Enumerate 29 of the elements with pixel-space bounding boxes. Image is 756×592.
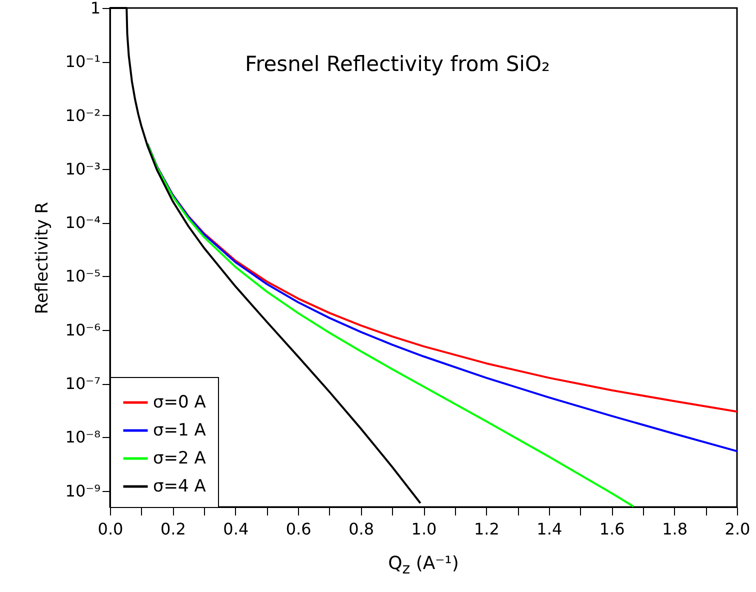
- legend-label: σ=2 A: [153, 448, 206, 468]
- legend-label: σ=1 A: [153, 420, 206, 440]
- x-tick-label: 1.4: [536, 520, 562, 538]
- y-tick-label: 1: [90, 0, 100, 18]
- x-tick-label: 0.4: [223, 520, 249, 538]
- x-tick-label: 1.8: [662, 520, 688, 538]
- x-tick-label: 0.0: [98, 520, 124, 538]
- x-tick-label: 0.2: [160, 520, 186, 538]
- x-tick-label: 2.0: [724, 520, 750, 538]
- x-axis-title: Q$_{z}$ (A⁻¹): [387, 553, 460, 578]
- y-tick-label: 10⁻⁸: [65, 428, 100, 447]
- text: Fresnel Reflectivity from SiO₂: [244, 52, 551, 76]
- x-tick-label: 1.2: [474, 520, 500, 538]
- y-tick-label: 10⁻¹: [65, 52, 100, 72]
- y-tick-label: 10⁻⁵: [65, 266, 100, 286]
- x-tick-label: 0.8: [348, 520, 374, 538]
- x-tick-label: 1.6: [599, 520, 625, 538]
- x-tick-label: 0.6: [286, 520, 312, 538]
- y-axis-title: Reflectivity R: [32, 202, 52, 314]
- y-tick-label: 10⁻⁶: [65, 320, 100, 340]
- legend-label: σ=0 A: [153, 392, 206, 412]
- y-tick-label: 10⁻⁹: [65, 481, 100, 500]
- y-tick-label: 10⁻³: [65, 159, 100, 178]
- line-series: [146, 143, 635, 508]
- y-tick-label: 10⁻²: [65, 106, 100, 125]
- y-tick-label: 10⁻⁴: [65, 213, 100, 232]
- legend-label: σ=4 A: [153, 476, 206, 496]
- y-tick-label: 10⁻⁷: [65, 374, 100, 394]
- x-tick-label: 1.0: [411, 520, 437, 538]
